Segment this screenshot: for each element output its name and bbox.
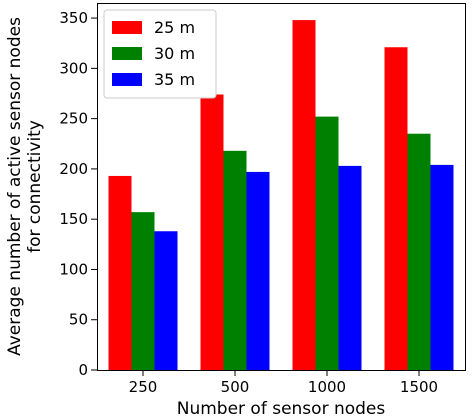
bar-30m-250	[131, 212, 155, 370]
bar-25m-500	[200, 94, 224, 370]
x-tick-label: 1500	[400, 378, 438, 396]
bar-30m-1000	[315, 116, 339, 371]
bar-25m-250	[108, 175, 132, 370]
legend-label: 25 m	[154, 18, 195, 37]
legend-swatch	[112, 73, 142, 86]
y-axis-label-line-2: for connectivity	[25, 120, 45, 253]
y-axis-label-line-1: Average number of active sensor nodes	[5, 17, 25, 356]
y-axis-label: Average number of active sensor nodes fo…	[5, 17, 45, 356]
plot-frame	[97, 3, 466, 371]
x-axis-ticks: 250 500 1000 1500	[129, 370, 438, 396]
y-axis-ticks: 0 50 100 150 200 250 300 350	[59, 9, 97, 379]
bar-35m-1000	[338, 165, 362, 370]
bar-30m-500	[223, 150, 247, 370]
legend-swatch	[112, 47, 142, 60]
x-tick-label: 250	[129, 378, 158, 396]
y-tick-label: 100	[59, 260, 88, 278]
y-tick-label: 0	[78, 361, 88, 379]
y-tick-label: 350	[59, 9, 88, 27]
legend-swatch	[112, 21, 142, 34]
legend: 25 m 30 m 35 m	[103, 9, 217, 99]
y-tick-label: 250	[59, 110, 88, 128]
legend-label: 35 m	[154, 70, 195, 89]
x-tick-label: 500	[221, 378, 250, 396]
bar-25m-1500	[384, 47, 408, 371]
bars-group	[108, 20, 454, 371]
x-tick-label: 1000	[308, 378, 346, 396]
bar-35m-500	[246, 171, 270, 370]
bar-35m-250	[154, 231, 178, 370]
bar-25m-1000	[292, 20, 316, 371]
legend-label: 30 m	[154, 44, 195, 63]
y-tick-label: 300	[59, 59, 88, 77]
x-axis-label: Number of sensor nodes	[177, 399, 386, 419]
y-tick-label: 150	[59, 210, 88, 228]
y-tick-label: 50	[69, 311, 88, 329]
y-tick-label: 200	[59, 160, 88, 178]
bar-35m-1500	[430, 164, 454, 370]
bar-30m-1500	[407, 133, 431, 370]
